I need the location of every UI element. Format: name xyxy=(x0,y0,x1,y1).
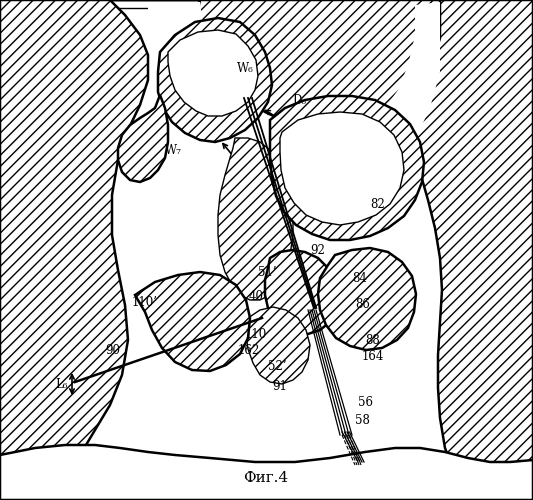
Text: 90: 90 xyxy=(105,344,120,356)
Polygon shape xyxy=(148,2,440,212)
Polygon shape xyxy=(118,95,168,182)
Text: L₆: L₆ xyxy=(55,378,68,392)
Text: 92: 92 xyxy=(310,244,325,256)
Polygon shape xyxy=(280,112,404,225)
Polygon shape xyxy=(0,445,533,500)
Text: 58: 58 xyxy=(355,414,370,426)
Text: D₆: D₆ xyxy=(292,94,306,106)
Text: 162: 162 xyxy=(238,344,260,356)
Text: Фиг.4: Фиг.4 xyxy=(244,471,288,485)
Text: 88: 88 xyxy=(365,334,379,346)
Text: 110: 110 xyxy=(245,328,267,342)
Text: 164: 164 xyxy=(362,350,384,364)
Text: 110’: 110’ xyxy=(132,296,158,308)
Polygon shape xyxy=(168,30,258,116)
Text: 82: 82 xyxy=(370,198,385,211)
Text: W₇: W₇ xyxy=(165,144,182,156)
Text: 86: 86 xyxy=(355,298,370,312)
Polygon shape xyxy=(135,272,250,371)
Text: 91: 91 xyxy=(272,380,287,394)
Polygon shape xyxy=(246,307,310,384)
Text: 40’: 40’ xyxy=(249,290,268,302)
Polygon shape xyxy=(415,0,533,500)
Polygon shape xyxy=(218,138,293,300)
Polygon shape xyxy=(318,248,416,350)
Polygon shape xyxy=(0,0,148,500)
Polygon shape xyxy=(110,0,452,130)
Polygon shape xyxy=(158,18,272,142)
Text: 51’: 51’ xyxy=(258,266,277,278)
Text: 84: 84 xyxy=(352,272,367,284)
Polygon shape xyxy=(270,96,424,240)
Polygon shape xyxy=(265,250,338,334)
Text: 56: 56 xyxy=(358,396,373,409)
Text: W₆: W₆ xyxy=(237,62,253,74)
Text: 52’: 52’ xyxy=(268,360,287,374)
